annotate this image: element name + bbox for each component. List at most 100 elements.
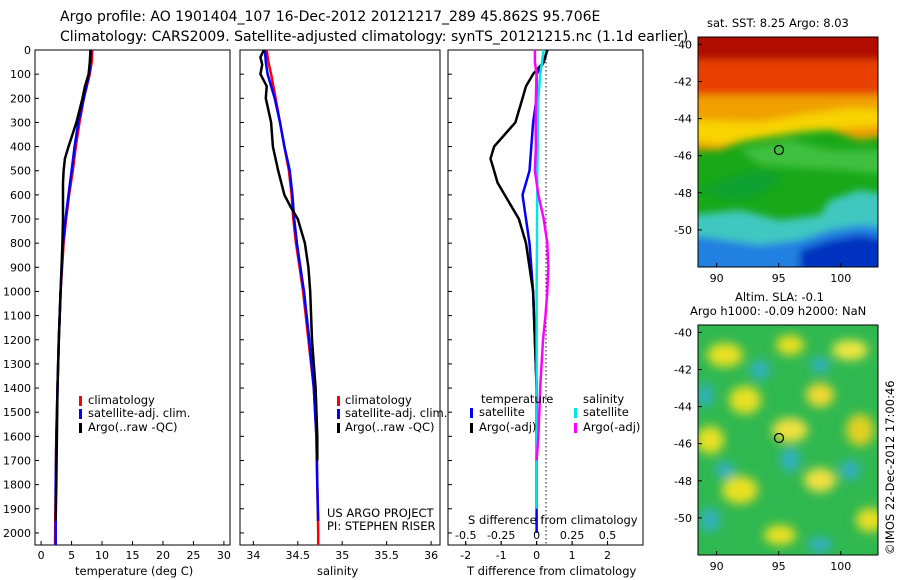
salinity-tick-label: 34 (246, 549, 260, 562)
difference-xlabel: T difference from climatology (467, 564, 637, 578)
depth-ytick-label: 600 (10, 189, 31, 202)
depth-ytick-label: 400 (10, 141, 31, 154)
sla-map: -40 -42 -44 -46 -48 -50 90 95 100 (674, 324, 879, 573)
temperature-tick-label: 5 (68, 549, 75, 562)
temperature-panel: 0 5 10 15 20 25 30 0 100 200 300 400 500 600 700 800 90… (3, 44, 231, 562)
depth-ytick-label: 1100 (3, 310, 31, 323)
depth-ytick-label: 1000 (3, 285, 31, 298)
depth-ytick-label: 300 (10, 116, 31, 129)
sla-map-title-2: Argo h1000: -0.09 h2000: NaN (690, 304, 867, 318)
depth-ytick-label: 1700 (3, 454, 31, 467)
sst-map-lon-label: 90 (710, 272, 724, 285)
temperature-tick-label: 25 (186, 549, 200, 562)
salinity-panel: 34 34.5 35 35.5 36 (239, 49, 441, 562)
sla-map-lat-label: -46 (674, 438, 692, 451)
sla-map-lat-label: -44 (674, 401, 692, 414)
sla-map-lat-label: -40 (674, 326, 692, 339)
depth-ytick-label: 0 (24, 44, 31, 57)
pi-label: PI: STEPHEN RISER (327, 519, 436, 533)
sla-map-lon-label: 100 (830, 560, 851, 573)
depth-ytick-label: 900 (10, 261, 31, 274)
legend-swatch-sal-satellite (574, 408, 577, 418)
salinity-tick-label: 34.5 (286, 549, 311, 562)
depth-ytick-label: 500 (10, 165, 31, 178)
legend-swatch-argo (337, 423, 340, 433)
legend-climatology: climatology (345, 393, 412, 407)
legend-swatch-climatology (79, 396, 82, 406)
depth-ytick-label: 100 (10, 68, 31, 81)
sla-map-lat-label: -42 (674, 364, 692, 377)
sla-map-lon-label: 90 (710, 560, 724, 573)
sst-map-frame (697, 36, 879, 268)
legend-satellite-adj: satellite-adj. clim. (345, 406, 448, 420)
legend-sal-satellite: satellite (583, 405, 629, 419)
sdiff-tick-label: 0.25 (560, 529, 585, 542)
tdiff-tick-label: 2 (604, 549, 611, 562)
sst-map-lat-label: -44 (674, 113, 692, 126)
tdiff-tick-label: 0 (533, 549, 540, 562)
sst-map-lon-label: 95 (772, 272, 786, 285)
temperature-xlabel: temperature (deg C) (75, 564, 194, 578)
tdiff-tick-label: -2 (460, 549, 471, 562)
temperature-axes-frame (34, 49, 231, 546)
sla-map-frame (697, 324, 879, 556)
legend-temp-satellite: satellite (479, 405, 525, 419)
depth-ytick-label: 1500 (3, 406, 31, 419)
legend-swatch-climatology (337, 396, 340, 406)
legend-temp-argo: Argo(-adj) (479, 420, 537, 434)
salinity-axes-frame (239, 49, 441, 546)
legend-swatch-temp-argo (470, 423, 473, 433)
sst-map-lat-label: -42 (674, 76, 692, 89)
salinity-tick-label: 36 (424, 549, 438, 562)
imos-timestamp: ©IMOS 22-Dec-2012 17:00:46 (883, 380, 897, 555)
sla-map-lat-label: -50 (674, 512, 692, 525)
depth-ytick-label: 200 (10, 92, 31, 105)
project-label: US ARGO PROJECT (327, 506, 434, 520)
legend-argo: Argo(..raw -QC) (88, 420, 178, 434)
depth-ytick-label: 1800 (3, 479, 31, 492)
argo-location-marker (773, 432, 785, 444)
legend-title-temperature: temperature (481, 392, 554, 406)
legend-swatches (79, 396, 577, 433)
temperature-series-2 (54, 49, 92, 521)
depth-ytick-label: 700 (10, 213, 31, 226)
temperature-tick-label: 10 (95, 549, 109, 562)
sst-map-lon-label: 100 (830, 272, 851, 285)
salinity-xlabel: salinity (317, 564, 359, 578)
sdiff-tick-label: -0.25 (487, 529, 515, 542)
depth-ytick-label: 1200 (3, 334, 31, 347)
depth-ytick-label: 2000 (3, 527, 31, 540)
depth-ytick-label: 1600 (3, 430, 31, 443)
sst-heatmap-field (698, 37, 878, 267)
legend-swatch-argo (79, 423, 82, 433)
difference-panel: -2 -1 0 1 2 -0.5 -0.25 0 0.25 0.5 (447, 49, 644, 562)
temperature-tick-label: 30 (217, 549, 231, 562)
header-line-2: Climatology: CARS2009. Satellite-adjuste… (60, 29, 689, 45)
temperature-tick-label: 20 (156, 549, 170, 562)
legend-swatch-satellite (79, 409, 82, 419)
legend-sal-argo: Argo(-adj) (583, 420, 641, 434)
top-axis-label: S difference from climatology (468, 513, 638, 527)
header-line-1: Argo profile: AO 1901404_107 16-Dec-2012… (60, 9, 601, 25)
sdiff-tick-label: 0.5 (599, 529, 617, 542)
legend-title-salinity: salinity (583, 392, 625, 406)
depth-ytick-label: 1400 (3, 382, 31, 395)
sst-map-lat-label: -40 (674, 38, 692, 51)
legend-swatch-satellite (337, 409, 340, 419)
sdiff-tick-label: -0.5 (455, 529, 476, 542)
legend-swatch-sal-argo (574, 423, 577, 433)
legend-argo: Argo(..raw -QC) (345, 420, 435, 434)
sla-map-lat-label: -48 (674, 475, 692, 488)
depth-ytick-label: 800 (10, 237, 31, 250)
legend-satellite-adj: satellite-adj. clim. (88, 406, 191, 420)
sdiff-tick-label: 0 (533, 529, 540, 542)
sst-map-lat-label: -50 (674, 224, 692, 237)
salinity-series-2 (259, 49, 319, 461)
legend-swatch-temp-satellite (470, 408, 473, 418)
legend-climatology: climatology (88, 393, 155, 407)
depth-ytick-label: 1900 (3, 503, 31, 516)
sst-map-lat-label: -46 (674, 150, 692, 163)
sst-map-lat-label: -48 (674, 187, 692, 200)
sla-map-lon-label: 95 (772, 560, 786, 573)
